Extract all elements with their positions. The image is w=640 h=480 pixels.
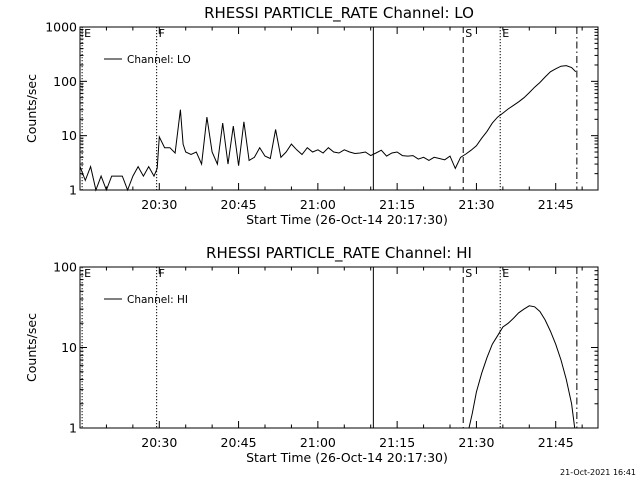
hi-chart-title: RHESSI PARTICLE_RATE Channel: HI xyxy=(206,244,472,263)
lo-series-line xyxy=(79,65,577,192)
lo-x-tick-label: 21:15 xyxy=(379,197,415,212)
hi-x-tick-label: 21:00 xyxy=(300,435,336,450)
hi-channel-panel: RHESSI PARTICLE_RATE Channel: HI Counts/… xyxy=(24,244,599,465)
hi-y-tick-label: 10 xyxy=(61,340,77,355)
lo-y-tick-label: 100 xyxy=(53,74,77,89)
hi-legend: Channel: HI xyxy=(104,294,188,306)
lo-legend-label: Channel: LO xyxy=(127,54,191,66)
lo-x-tick-label: 20:45 xyxy=(221,197,257,212)
hi-legend-label: Channel: HI xyxy=(127,294,188,306)
hi-x-tick-label: 21:15 xyxy=(379,435,415,450)
hi-y-axis-label: Counts/sec xyxy=(24,313,39,382)
hi-y-tick-label: 100 xyxy=(53,260,77,275)
lo-x-tick-label: 21:00 xyxy=(300,197,336,212)
lo-event-marker-label: S xyxy=(465,27,472,40)
hi-x-tick-label: 20:30 xyxy=(141,435,177,450)
hi-event-marker-label: S xyxy=(465,267,472,280)
lo-event-marker-label: F xyxy=(159,27,165,40)
plot-timestamp: 21-Oct-2021 16:41 xyxy=(560,468,636,477)
hi-event-marker-label: F xyxy=(159,267,165,280)
lo-plot-frame xyxy=(79,26,599,191)
lo-legend: Channel: LO xyxy=(104,54,191,66)
lo-x-tick-label: 21:30 xyxy=(458,197,494,212)
lo-x-tick-label: 20:30 xyxy=(141,197,177,212)
lo-x-tick-label: 21:45 xyxy=(538,197,574,212)
lo-chart-title: RHESSI PARTICLE_RATE Channel: LO xyxy=(204,4,474,23)
hi-x-tick-label: 21:30 xyxy=(458,435,494,450)
hi-x-tick-label: 20:45 xyxy=(221,435,257,450)
lo-y-tick-label: 1 xyxy=(69,183,77,198)
lo-y-tick-label: 1000 xyxy=(45,20,77,35)
lo-y-axis-label: Counts/sec xyxy=(24,74,39,143)
hi-x-tick-label: 21:45 xyxy=(538,435,574,450)
lo-y-tick-label: 10 xyxy=(61,128,77,143)
lo-event-marker-label: E xyxy=(502,27,509,40)
hi-series-line xyxy=(468,305,576,429)
hi-y-tick-label: 1 xyxy=(69,421,77,436)
hi-event-marker-label: E xyxy=(84,267,91,280)
hi-event-marker-label: E xyxy=(502,267,509,280)
lo-event-marker-label: E xyxy=(84,27,91,40)
lo-x-axis-label: Start Time (26-Oct-14 20:17:30) xyxy=(246,212,448,227)
hi-x-axis-label: Start Time (26-Oct-14 20:17:30) xyxy=(246,450,448,465)
lo-channel-panel: RHESSI PARTICLE_RATE Channel: LO Counts/… xyxy=(24,4,599,227)
